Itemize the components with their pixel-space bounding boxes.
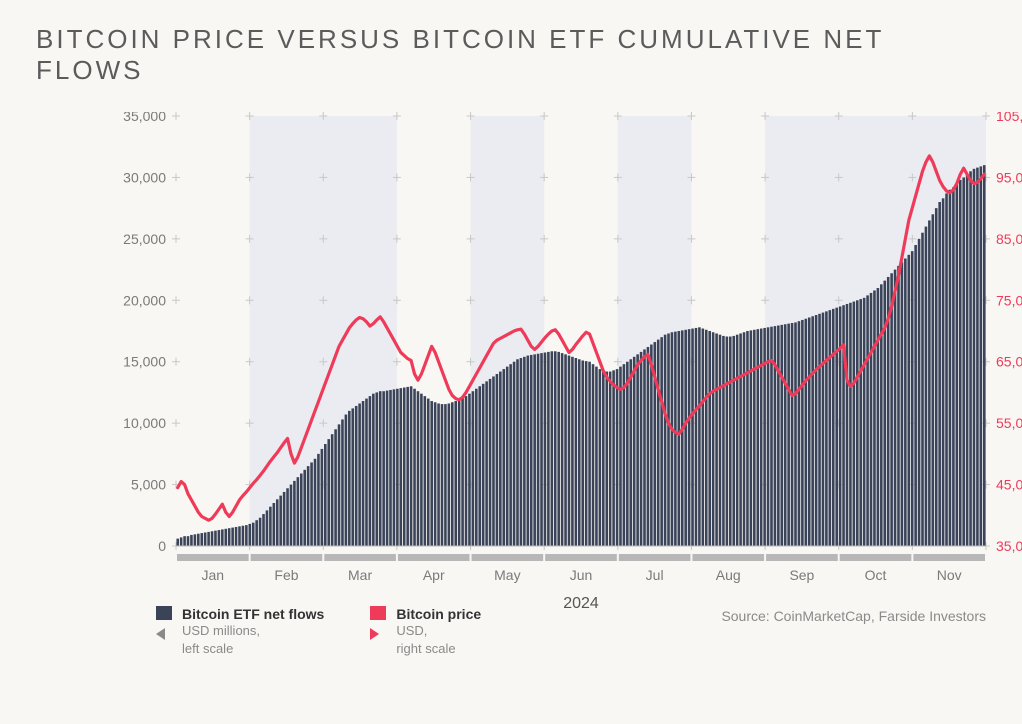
svg-text:5,000: 5,000 (131, 477, 166, 493)
svg-text:85,000: 85,000 (996, 231, 1022, 247)
svg-text:35,000: 35,000 (123, 112, 166, 124)
svg-text:Aug: Aug (716, 567, 741, 583)
svg-text:15,000: 15,000 (123, 354, 166, 370)
svg-text:105,000: 105,000 (996, 112, 1022, 124)
svg-text:25,000: 25,000 (123, 231, 166, 247)
svg-text:95,000: 95,000 (996, 169, 1022, 185)
svg-text:30,000: 30,000 (123, 169, 166, 185)
svg-text:20,000: 20,000 (123, 292, 166, 308)
chart-title: BITCOIN PRICE VERSUS BITCOIN ETF CUMULAT… (36, 24, 986, 86)
svg-text:75,000: 75,000 (996, 292, 1022, 308)
legend-line-sub2: right scale (396, 640, 481, 658)
legend-bars-sub2: left scale (182, 640, 324, 658)
svg-text:Jul: Jul (646, 567, 664, 583)
svg-text:55,000: 55,000 (996, 415, 1022, 431)
svg-text:Sep: Sep (789, 567, 814, 583)
svg-text:10,000: 10,000 (123, 415, 166, 431)
svg-text:2024: 2024 (563, 595, 599, 612)
svg-text:Feb: Feb (274, 567, 298, 583)
svg-text:Jan: Jan (202, 567, 225, 583)
svg-text:35,000: 35,000 (996, 538, 1022, 554)
svg-text:May: May (494, 567, 520, 583)
svg-text:Oct: Oct (865, 567, 887, 583)
chart-svg: 0 5,000 10,000 15,000 20,000 25,000 30,000 35,0… (106, 112, 1022, 632)
svg-text:Jun: Jun (570, 567, 593, 583)
svg-text:Mar: Mar (348, 567, 372, 583)
svg-text:45,000: 45,000 (996, 477, 1022, 493)
svg-text:65,000: 65,000 (996, 354, 1022, 370)
svg-text:Nov: Nov (937, 567, 962, 583)
svg-text:Apr: Apr (423, 567, 445, 583)
svg-text:0: 0 (158, 538, 166, 554)
chart: 0 5,000 10,000 15,000 20,000 25,000 30,000 35,0… (106, 112, 916, 592)
